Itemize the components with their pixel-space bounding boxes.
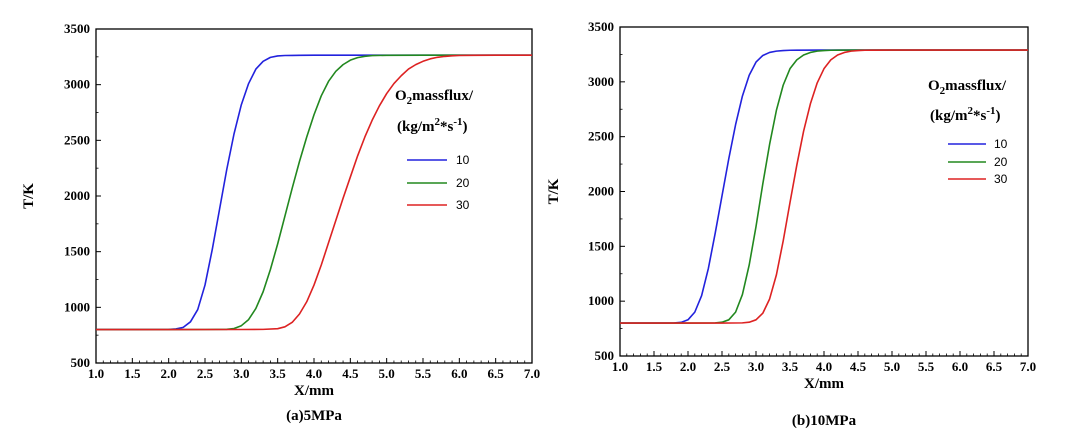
legend-title-unit-mid: *s [973,108,987,124]
y-tick-label: 1000 [64,299,90,314]
legend-label: 20 [456,176,470,190]
y-axis-title: T/K [546,178,562,204]
x-tick-label: 2.5 [197,366,214,381]
legend-title-unit-pre: (kg/m [397,119,435,135]
y-tick-label: 2500 [588,129,614,144]
x-tick-label: 3.0 [748,359,764,374]
legend-title-line2: (kg/m2*s-1) [930,105,1001,124]
panel-caption: (b)10MPa [792,413,857,429]
legend-title-line1: O2massflux/ [928,78,1007,97]
series-line-30 [96,54,532,331]
legend-title-o: O [395,88,407,104]
x-tick-label: 6.5 [488,366,505,381]
legend-title-line2: (kg/m2*s-1) [397,116,468,135]
y-tick-label: 3500 [64,21,90,36]
y-tick-label: 3000 [64,77,90,92]
legend-title-line1: O2massflux/ [395,88,474,107]
x-tick-label: 3.5 [782,359,799,374]
x-tick-label: 5.5 [415,366,432,381]
legend-title-text: massflux/ [945,78,1007,94]
legend-title-o: O [928,78,940,94]
y-tick-label: 1000 [588,293,614,308]
y-tick-label: 2000 [588,184,614,199]
x-tick-label: 1.5 [646,359,663,374]
legend-title-unit-post: ) [996,108,1001,124]
chart-panel-a: 1.0 1.5 2.0 2.5 3.0 3.5 4.0 4.5 5.0 5.5 6.0 6.5 7.0 5… [21,21,540,424]
x-tick-label: 1.5 [124,366,141,381]
legend-label: 10 [456,153,470,167]
legend-title-subscript: 2 [407,95,413,107]
y-tick-label: 500 [595,348,615,363]
y-tick-label: 2500 [64,132,90,147]
x-tick-label: 1.0 [612,359,628,374]
x-tick-label: 3.5 [270,366,287,381]
legend-title-superscript: 2 [968,105,974,117]
series-line-20 [620,49,1028,324]
y-tick-label: 1500 [64,244,90,259]
legend-title-superscript: -1 [453,116,462,128]
x-tick-label: 2.0 [680,359,696,374]
x-tick-label: 7.0 [1020,359,1036,374]
y-tick-label: 1500 [588,238,614,253]
chart-panel-b: 1.0 1.5 2.0 2.5 3.0 3.5 4.0 4.5 5.0 5.5 6.0 6.5 7.0 5… [546,19,1036,429]
legend-title-text: massflux/ [412,88,474,104]
legend-label: 20 [994,155,1008,169]
legend-label: 10 [994,137,1008,151]
x-tick-label: 5.0 [884,359,900,374]
x-tick-label: 4.5 [342,366,359,381]
x-tick-label: 1.0 [88,366,104,381]
legend-title-unit-post: ) [463,119,468,135]
x-tick-label: 6.0 [952,359,968,374]
y-tick-label: 3500 [588,19,614,34]
x-tick-label: 2.0 [161,366,177,381]
y-tick-label: 2000 [64,188,90,203]
x-tick-label: 4.0 [816,359,832,374]
legend-title-unit-mid: *s [440,119,454,135]
series-line-10 [620,49,1028,324]
x-tick-label: 6.0 [451,366,467,381]
plot-frame [619,26,1029,357]
x-tick-label: 4.5 [850,359,867,374]
series-line-30 [620,49,1028,324]
series-line-20 [96,54,532,331]
legend-title-unit-pre: (kg/m [930,108,968,124]
plot-frame [95,28,533,364]
panel-caption: (a)5MPa [286,408,342,424]
x-tick-label: 3.0 [233,366,249,381]
y-tick-label: 500 [71,355,91,370]
x-axis-title: X/mm [294,383,334,399]
x-tick-label: 5.0 [379,366,395,381]
y-tick-label: 3000 [588,74,614,89]
x-tick-label: 4.0 [306,366,322,381]
x-tick-label: 6.5 [986,359,1003,374]
legend-label: 30 [456,198,470,212]
x-tick-label: 7.0 [524,366,540,381]
legend-title-superscript: -1 [986,105,995,117]
y-axis-title: T/K [21,183,37,209]
x-axis-title: X/mm [804,376,844,392]
legend-title-superscript: 2 [435,116,441,128]
series-line-10 [96,54,532,331]
legend-title-subscript: 2 [940,85,946,97]
x-tick-label: 2.5 [714,359,731,374]
x-tick-label: 5.5 [918,359,935,374]
legend-label: 30 [994,172,1008,186]
